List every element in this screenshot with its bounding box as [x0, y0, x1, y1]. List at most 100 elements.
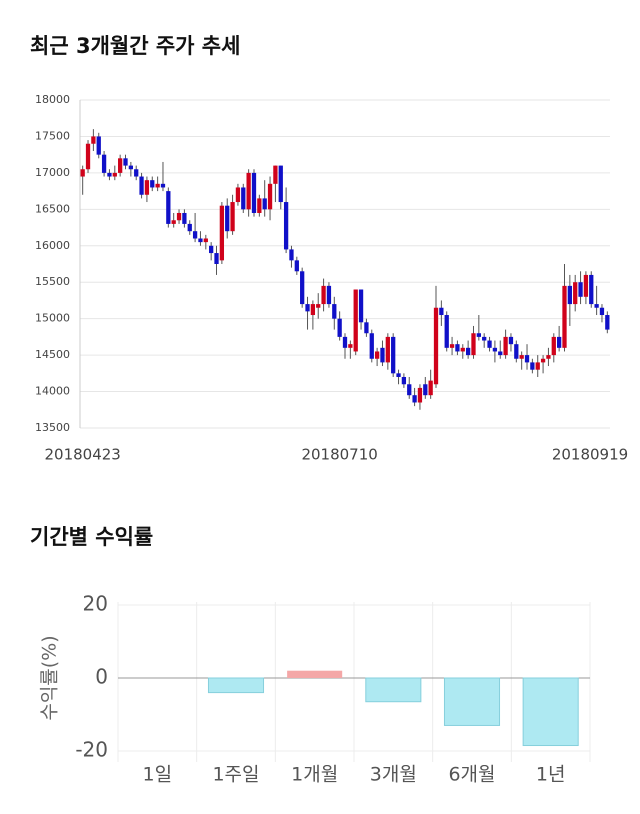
y-tick-label: -20: [75, 738, 108, 762]
candle-body: [476, 333, 481, 337]
candle-body: [348, 344, 353, 348]
candle-body: [225, 205, 230, 232]
candle-body: [578, 282, 583, 297]
candle-body: [487, 340, 492, 348]
y-tick-label: 16000: [35, 239, 70, 252]
candle-body: [551, 336, 556, 356]
candle-body: [182, 212, 187, 224]
candle-body: [332, 304, 337, 319]
bar: [522, 677, 579, 747]
candle-body: [166, 191, 171, 224]
x-tick-label: 1일: [143, 764, 173, 786]
candle-body: [455, 344, 460, 352]
y-tick-label: 15500: [35, 275, 70, 288]
candle-body: [380, 347, 385, 363]
candle-body: [396, 373, 401, 377]
candle-body: [498, 351, 503, 356]
candle-body: [150, 180, 155, 188]
candle-body: [465, 347, 471, 356]
chart-title: 최근 3개월간 주가 추세: [30, 34, 240, 58]
candle-body: [251, 172, 257, 213]
candle-body: [503, 336, 508, 356]
candle-body: [160, 183, 166, 188]
candle-body: [134, 169, 139, 177]
candle-body: [557, 336, 562, 348]
candle-body: [535, 362, 540, 370]
candle-body: [433, 307, 439, 385]
candle-body: [605, 315, 610, 330]
bar: [287, 670, 343, 678]
candle-body: [530, 362, 535, 370]
candle-body: [316, 304, 321, 308]
candle-body: [262, 198, 267, 210]
candle-body: [417, 387, 423, 403]
y-tick-label: 14000: [35, 385, 70, 398]
candle-body: [573, 282, 578, 305]
candle-body: [214, 253, 219, 264]
candle-body: [519, 355, 524, 359]
candle-body: [321, 285, 326, 305]
candle-body: [449, 344, 455, 348]
candle-body: [91, 136, 96, 144]
candle-body: [305, 304, 310, 312]
candle-body: [139, 176, 144, 195]
candle-body: [342, 336, 348, 348]
candle-body: [594, 304, 599, 308]
candle-body: [364, 322, 369, 334]
bar: [365, 677, 422, 703]
y-tick-label: 18000: [35, 93, 70, 106]
candle-body: [514, 344, 519, 359]
candle-body: [589, 274, 594, 305]
candle-body: [219, 205, 225, 261]
candle-body: [101, 154, 107, 173]
candle-body: [123, 158, 128, 166]
candle-body: [118, 158, 123, 173]
bar: [207, 677, 265, 694]
chart-title: 기간별 수익률: [30, 525, 153, 549]
candle-body: [482, 336, 487, 341]
candle-body: [567, 285, 572, 305]
candle-body: [546, 355, 551, 359]
candle-body: [540, 358, 546, 363]
y-tick-label: 17500: [35, 129, 70, 142]
candle-body: [326, 285, 332, 305]
candle-body: [401, 376, 407, 385]
candle-body: [492, 347, 498, 352]
x-tick-label: 1개월: [291, 764, 338, 786]
candle-body: [267, 183, 273, 210]
candle-body: [107, 172, 112, 177]
candle-body: [460, 347, 465, 352]
candle-body: [471, 333, 476, 356]
candle-body: [112, 172, 117, 177]
x-tick-label: 3개월: [370, 764, 417, 786]
candle-body: [144, 180, 150, 195]
candle-body: [423, 384, 428, 396]
candle-body: [599, 307, 605, 316]
candle-body: [439, 307, 444, 316]
candle-body: [96, 136, 101, 155]
candle-body: [85, 143, 91, 170]
candle-body: [407, 384, 412, 396]
candle-body: [524, 355, 530, 363]
y-tick-label: 20: [83, 592, 108, 616]
candle-body: [412, 395, 417, 403]
x-tick-label: 6개월: [448, 764, 495, 786]
candle-body: [171, 220, 176, 224]
x-tick-label: 20180919: [552, 446, 628, 464]
x-tick-label: 1년: [536, 764, 566, 786]
candle-body: [283, 202, 289, 250]
candle-body: [508, 336, 514, 345]
candle-body: [337, 318, 342, 337]
candle-body: [241, 187, 246, 210]
x-tick-label: 20180423: [44, 446, 120, 464]
candle-body: [300, 271, 305, 305]
candle-body: [155, 183, 160, 188]
candle-body: [358, 289, 364, 323]
candle-body: [391, 336, 396, 374]
candle-body: [187, 223, 192, 232]
candle-body: [385, 336, 390, 363]
candle-body: [562, 285, 567, 348]
candle-body: [209, 245, 214, 254]
candle-body: [289, 249, 294, 261]
